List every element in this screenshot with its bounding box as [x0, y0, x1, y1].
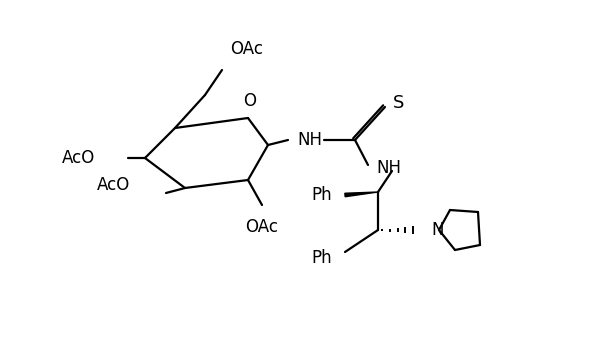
Text: AcO: AcO: [61, 149, 95, 167]
Text: OAc: OAc: [245, 218, 278, 236]
Text: S: S: [393, 94, 404, 112]
Text: N: N: [431, 221, 444, 239]
Polygon shape: [345, 192, 378, 197]
Text: NH: NH: [376, 159, 401, 177]
Text: Ph: Ph: [312, 186, 332, 204]
Text: OAc: OAc: [230, 40, 263, 58]
Text: AcO: AcO: [97, 176, 130, 194]
Text: O: O: [244, 92, 257, 110]
Text: Ph: Ph: [312, 249, 332, 267]
Text: NH: NH: [297, 131, 322, 149]
